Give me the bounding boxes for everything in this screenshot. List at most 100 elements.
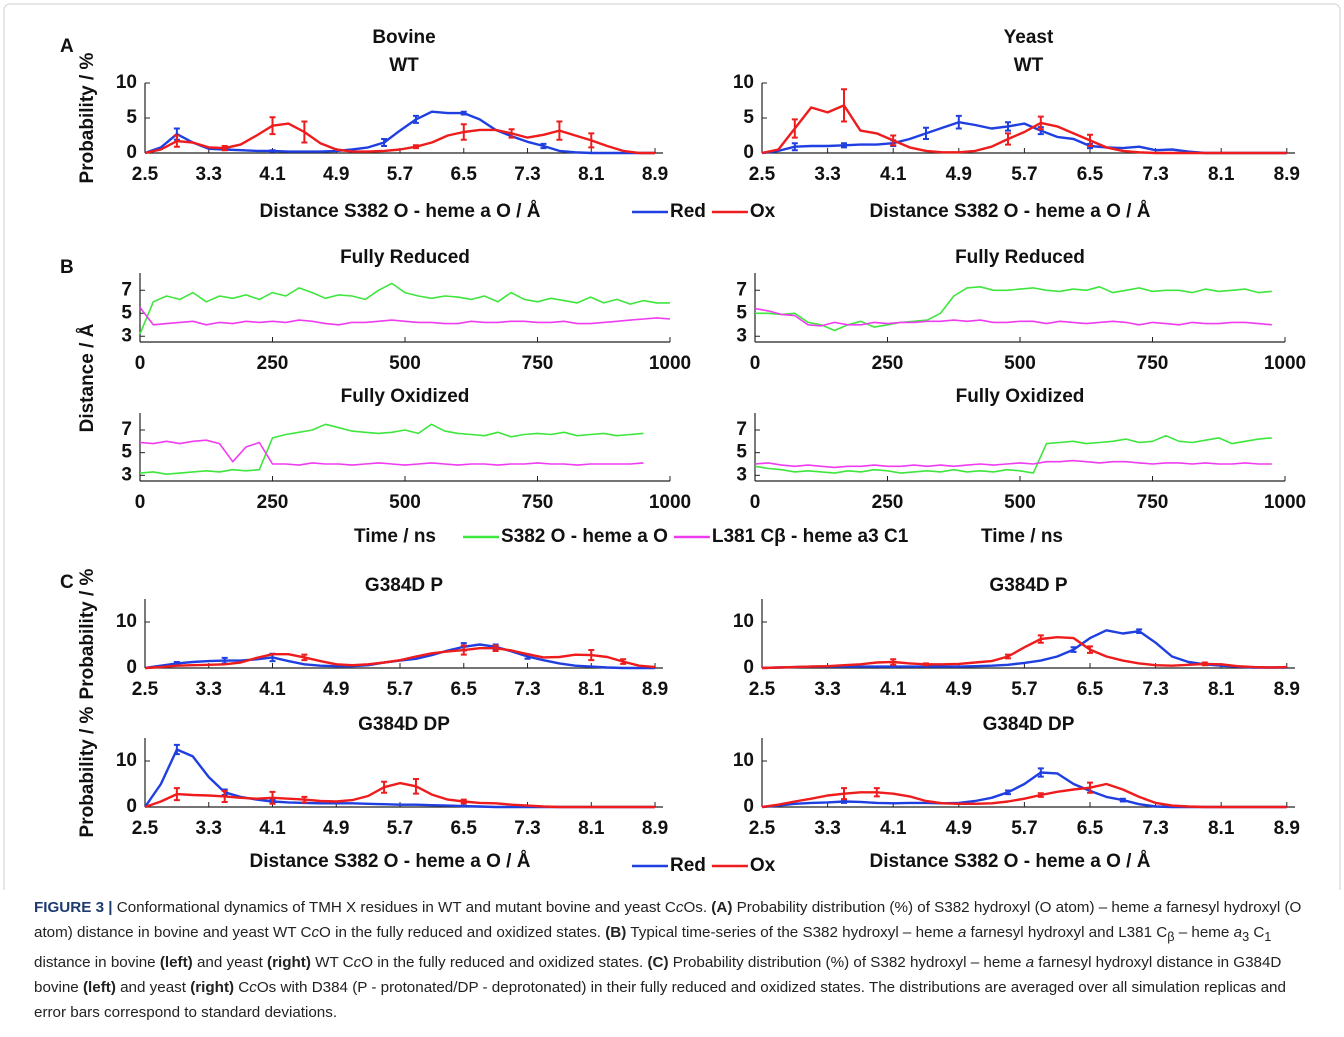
y-tick-label: 0 [743, 796, 754, 817]
legend-label: Red [670, 855, 706, 876]
x-tick-label: 750 [522, 492, 554, 513]
caption-text: and yeast [192, 954, 268, 972]
error-bar [301, 795, 308, 804]
data-line [144, 110, 655, 155]
data-line [761, 771, 1287, 809]
error-bar [1005, 789, 1011, 796]
error-bar [381, 780, 388, 794]
error-bar [841, 787, 847, 801]
caption-text: (A) [711, 899, 733, 916]
caption-text: farnesyl hydroxyl distance in G384D bovi… [34, 954, 1282, 997]
error-bar [1005, 653, 1011, 660]
data-line [139, 282, 670, 335]
error-bar [221, 789, 228, 803]
chart-title: WT [1014, 55, 1044, 76]
error-bar [173, 134, 180, 148]
chart-title: G384D DP [358, 714, 450, 735]
x-tick-label: 500 [1004, 492, 1036, 513]
y-axis-label: Distance / Å [77, 323, 98, 432]
x-tick-label: 4.9 [323, 164, 349, 185]
caption-text: C [1249, 924, 1265, 941]
caption-text: (right) [267, 954, 311, 972]
panel-label: C [60, 572, 74, 593]
x-tick-label: 5.7 [387, 818, 413, 839]
y-tick-label: 5 [121, 302, 132, 323]
data-line [761, 104, 1287, 155]
error-bar [1037, 634, 1044, 644]
y-tick-label: 5 [736, 302, 747, 323]
x-tick-label: 4.1 [880, 818, 907, 839]
y-tick-label: 3 [121, 464, 132, 485]
y-tick-label: 5 [743, 107, 754, 128]
x-tick-label: 8.9 [1274, 164, 1300, 185]
error-bar [269, 790, 276, 805]
x-tick-label: 6.5 [1077, 818, 1104, 839]
data-line [144, 781, 655, 809]
error-bar [890, 665, 897, 669]
panel-label: A [60, 36, 74, 57]
error-bar [269, 116, 276, 136]
caption-text: c [249, 979, 257, 997]
x-axis-label: Distance S382 O - heme a O / Å [870, 201, 1151, 222]
x-tick-label: 7.3 [514, 818, 540, 839]
error-bar [1087, 781, 1093, 794]
x-tick-label: 3.3 [814, 818, 840, 839]
caption-text: farnesyl hydroxyl (O atom) distance in b… [34, 899, 1302, 941]
error-bar [301, 653, 308, 662]
error-bar [381, 138, 388, 147]
x-tick-label: 7.3 [1142, 679, 1168, 700]
x-axis-label: Time / ns [354, 526, 436, 547]
data-line [144, 122, 655, 155]
y-tick-label: 10 [116, 750, 137, 771]
y-tick-label: 3 [121, 325, 132, 346]
error-bar [620, 658, 627, 665]
chart-title: Fully Oxidized [341, 386, 470, 407]
legend-label: L381 Cβ - heme a3 C1 [712, 526, 909, 547]
x-tick-label: 1000 [649, 492, 691, 513]
error-bar [221, 145, 228, 152]
x-tick-label: 8.9 [642, 164, 668, 185]
caption-text: Os with D384 (P - protonated/DP - deprot… [34, 979, 1286, 1022]
error-bar [460, 798, 467, 805]
y-tick-label: 3 [736, 464, 747, 485]
error-bar [556, 120, 563, 141]
data-line [754, 459, 1272, 469]
x-tick-label: 3.3 [814, 164, 840, 185]
caption-text: WT C [310, 954, 354, 972]
y-tick-label: 0 [126, 796, 137, 817]
error-bar [269, 149, 276, 153]
error-bar [540, 142, 547, 150]
caption-text: (left) [159, 954, 193, 972]
figure: A B C Bovine WT 0 5 10 2.5 3.3 4.1 4.9 5.7 6.5 7.3 8… [3, 3, 1341, 890]
x-tick-label: 250 [257, 492, 289, 513]
x-tick-label: 0 [135, 353, 146, 374]
x-tick-label: 8.1 [1208, 679, 1235, 700]
x-tick-label: 0 [135, 492, 146, 513]
x-tick-label: 4.9 [946, 679, 972, 700]
x-tick-label: 250 [872, 353, 904, 374]
x-tick-label: 4.9 [323, 679, 349, 700]
panel-label: B [60, 257, 74, 278]
x-tick-label: 5.7 [387, 679, 413, 700]
legend-label: S382 O - heme a O [501, 526, 668, 547]
x-tick-label: 8.1 [578, 164, 605, 185]
y-tick-label: 7 [736, 419, 747, 440]
x-tick-label: 0 [750, 353, 761, 374]
caption-text: 1 [1264, 930, 1272, 945]
x-tick-label: 3.3 [196, 818, 222, 839]
y-tick-label: 0 [743, 657, 754, 678]
x-tick-label: 2.5 [749, 679, 776, 700]
x-tick-label: 750 [1137, 353, 1169, 374]
y-tick-label: 7 [121, 279, 132, 300]
x-tick-label: 7.3 [1142, 164, 1168, 185]
error-bar [412, 777, 419, 795]
x-tick-label: 8.9 [642, 679, 668, 700]
y-tick-label: 10 [733, 750, 754, 771]
caption-text: c [353, 954, 362, 972]
x-tick-label: 7.3 [1142, 818, 1168, 839]
error-bar [1037, 792, 1044, 798]
error-bar [1201, 661, 1208, 667]
error-bar [460, 644, 467, 656]
error-bar [1037, 115, 1044, 131]
error-bar [588, 132, 595, 149]
